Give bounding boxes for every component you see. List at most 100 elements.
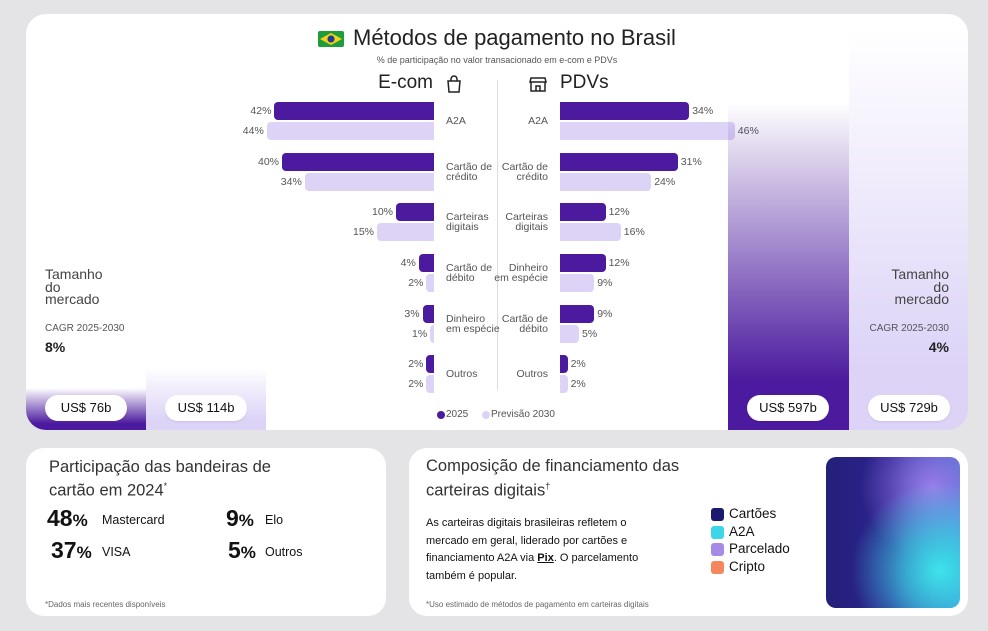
bar [430, 325, 434, 343]
market-label: Tamanho do mercado [891, 266, 949, 307]
share-unit: % [238, 511, 254, 530]
brands-card: Participação das bandeiras de cartão em … [26, 448, 386, 616]
category-label: Carteiras digitais [446, 211, 489, 233]
bar [560, 375, 568, 393]
legend-label: A2A [729, 523, 755, 539]
category-label: Cartão de débito [446, 262, 493, 284]
bar [426, 355, 434, 373]
legend-label: 2025 [446, 409, 469, 420]
category-label: Carteiras digitais [505, 211, 548, 233]
category-label: Cartão de débito [501, 313, 548, 335]
cagr-label: CAGR 2025-2030 [45, 323, 125, 334]
panel-title: E-com [378, 72, 433, 93]
bar [560, 173, 652, 191]
paragraph: As carteiras digitais brasileiras reflet… [426, 515, 654, 585]
value-label: 10% [371, 206, 393, 218]
legend-dot [482, 411, 490, 419]
market-bar [849, 29, 968, 430]
legend-swatch [711, 508, 724, 521]
text: As carteiras digitais brasileiras reflet… [426, 517, 628, 564]
brand-name: Outros [265, 545, 303, 559]
value-label: 9% [597, 277, 613, 289]
card-title: Composição de financiamento das carteira… [426, 456, 691, 501]
category-label: A2A [528, 115, 548, 127]
category-label: Dinheiro em espécie [494, 262, 548, 284]
value-label: 31% [680, 156, 702, 168]
bar [418, 254, 434, 272]
title-mark: † [545, 481, 551, 491]
divider [497, 80, 498, 390]
bar [282, 153, 434, 171]
legend-dot [437, 411, 445, 419]
brand-share: 9% [226, 505, 254, 532]
bar [274, 102, 434, 120]
bar [426, 375, 434, 393]
value-label: 24% [654, 176, 676, 188]
bar [560, 274, 595, 292]
legend-label: Previsão 2030 [491, 409, 555, 420]
value-label: 2% [408, 358, 424, 370]
value-label: 2% [408, 277, 424, 289]
store-icon [529, 77, 547, 92]
value-label: 9% [597, 308, 613, 320]
value-label: 15% [352, 226, 374, 238]
category-label: Cartão de crédito [446, 161, 493, 183]
category-label: Outros [446, 368, 478, 380]
brand-name: Elo [265, 513, 284, 527]
title-mark: * [163, 481, 168, 491]
share-value: 9 [226, 505, 239, 531]
text-bold: Pix [537, 552, 554, 564]
value-label: 2% [408, 378, 424, 390]
market-label: Tamanho do mercado [45, 266, 103, 307]
subtitle: % de participação no valor transacionado… [376, 55, 618, 65]
footnote: *Dados mais recentes disponíveis [45, 600, 166, 609]
bar [560, 223, 621, 241]
legend-label: Cripto [729, 559, 766, 575]
value-label: 12% [608, 257, 630, 269]
category-label: Dinheiro em espécie [446, 313, 500, 335]
category-label: A2A [446, 115, 466, 127]
brand-share: 37% [51, 537, 92, 564]
brand-share: 48% [47, 505, 88, 532]
value-label: 2% [570, 358, 586, 370]
value-label: 16% [623, 226, 645, 238]
market-pill: US$ 729b [868, 395, 950, 421]
value-label: 4% [400, 257, 416, 269]
bar [560, 102, 690, 120]
card-title: Participação das bandeiras de cartão em … [49, 458, 279, 501]
value-label: 44% [242, 125, 264, 137]
market-pill: US$ 76b [45, 395, 127, 421]
footnote: *Uso estimado de métodos de pagamento em… [426, 600, 649, 609]
bar [377, 223, 434, 241]
bar [560, 122, 735, 140]
legend-swatch [711, 561, 724, 575]
main-card: Métodos de pagamento no Brasil % de part… [26, 14, 968, 430]
wallet-card: Composição de financiamento das carteira… [409, 448, 968, 616]
bar [560, 153, 678, 171]
brand-name: VISA [102, 545, 131, 559]
legend-swatch [711, 525, 724, 539]
share-unit: % [76, 543, 92, 562]
value-label: 34% [280, 176, 302, 188]
value-label: 3% [404, 308, 420, 320]
brand-name: Mastercard [102, 513, 165, 527]
flag-icon [318, 31, 344, 47]
bar [560, 355, 568, 373]
value-label: 1% [412, 328, 428, 340]
cagr-value: 8% [45, 339, 66, 355]
title: Métodos de pagamento no Brasil [353, 25, 676, 50]
category-label: Cartão de crédito [501, 161, 548, 183]
market-pill: US$ 597b [747, 395, 829, 421]
bar [304, 173, 434, 191]
market-bar [728, 101, 849, 430]
category-label: Outros [516, 368, 548, 380]
share-value: 5 [228, 537, 241, 563]
share-value: 37 [51, 537, 77, 563]
legend-swatch [711, 543, 724, 557]
value-label: 2% [570, 378, 586, 390]
share-unit: % [240, 543, 256, 562]
decorative-image [826, 457, 960, 608]
bag-icon [447, 75, 461, 93]
bar [422, 305, 434, 323]
